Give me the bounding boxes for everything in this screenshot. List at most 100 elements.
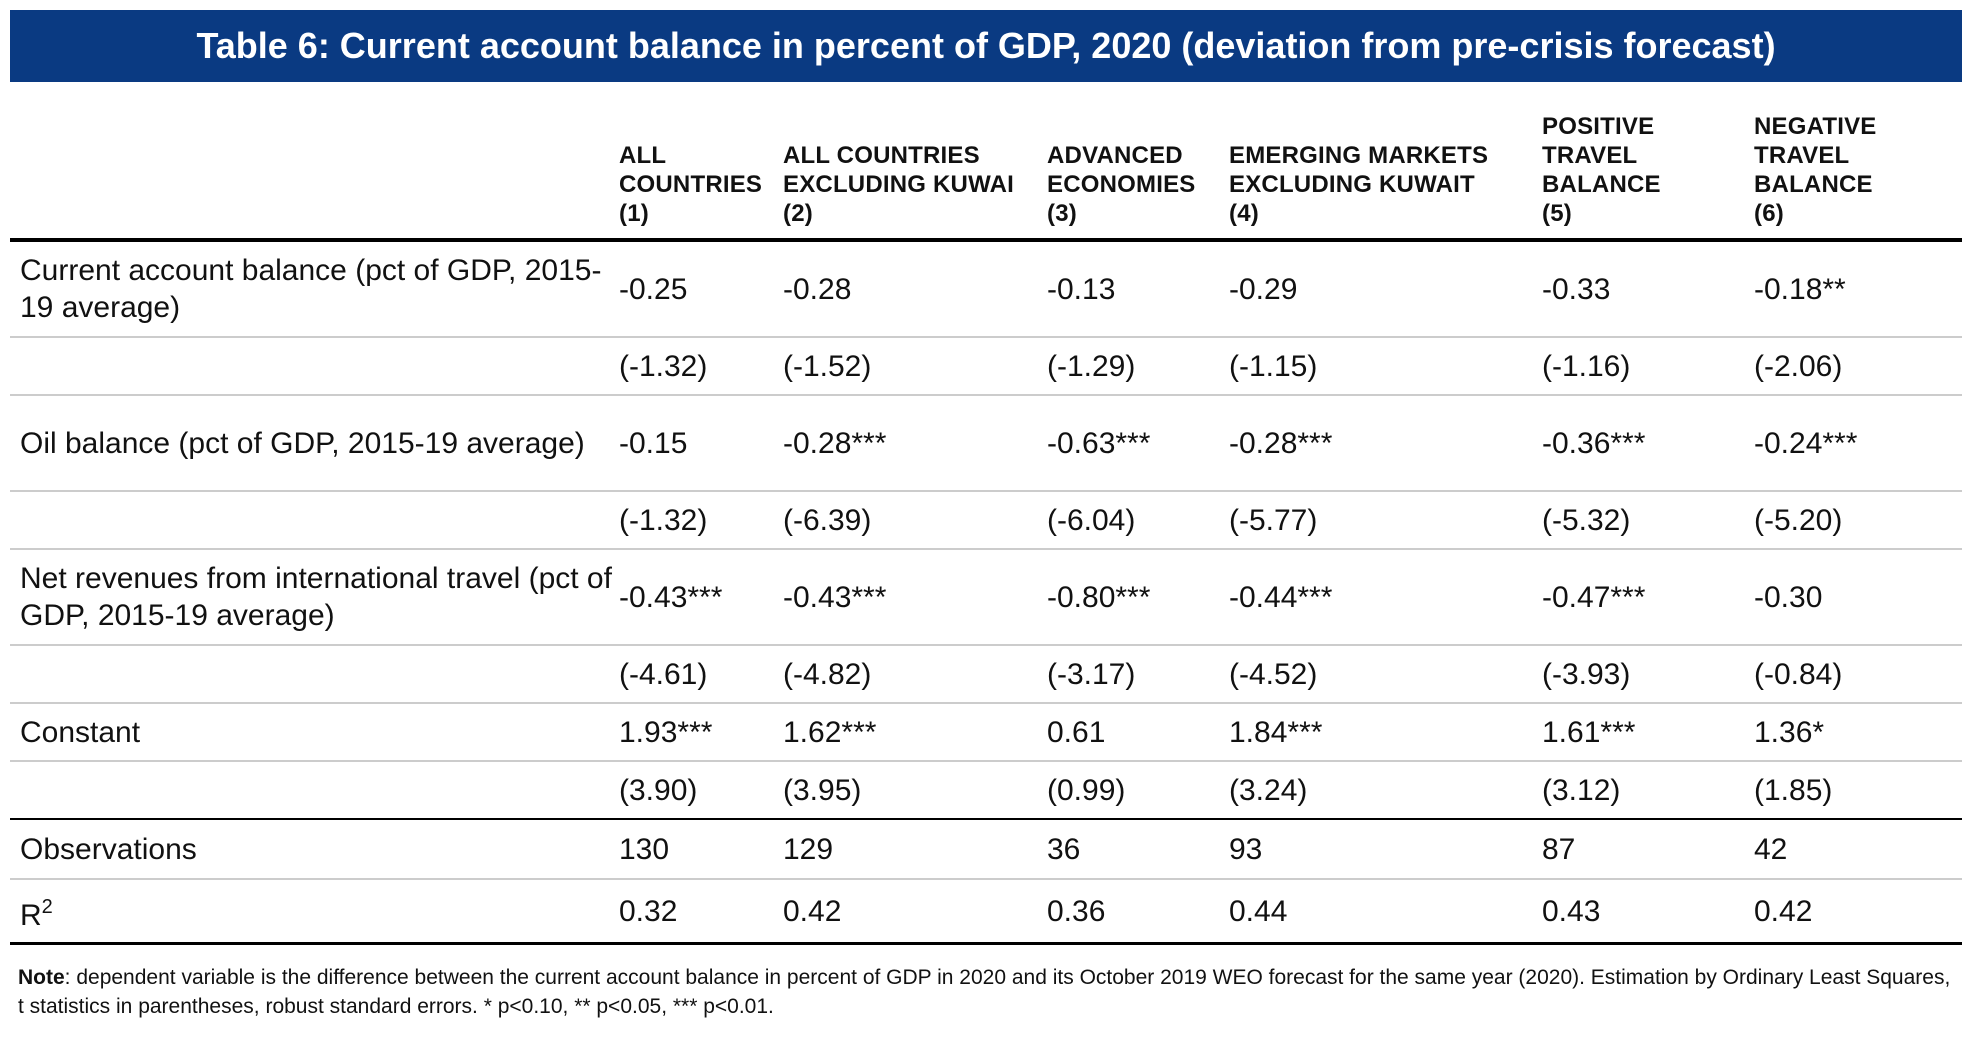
table-cell: (-3.17) xyxy=(1045,645,1227,704)
table-cell: (-0.84) xyxy=(1752,645,1962,704)
table-cell: -0.28 xyxy=(781,240,1045,338)
table-cell: -0.28*** xyxy=(1227,395,1540,492)
table-row: (-1.32) (-6.39) (-6.04) (-5.77) (-5.32) … xyxy=(10,491,1962,550)
table-cell: 129 xyxy=(781,819,1045,880)
table-cell: 42 xyxy=(1752,819,1962,880)
table-cell: 0.36 xyxy=(1045,879,1227,945)
row-label: Current account balance (pct of GDP, 201… xyxy=(10,240,617,338)
header-line: (5) xyxy=(1542,200,1572,227)
header-line: BALANCE xyxy=(1754,171,1873,198)
table-cell: -0.43*** xyxy=(617,549,781,646)
table-cell: 0.43 xyxy=(1540,879,1752,945)
header-col-4: EMERGING MARKETS EXCLUDING KUWAIT (4) xyxy=(1227,86,1540,242)
header-line: ALL xyxy=(619,142,667,169)
table-cell: 93 xyxy=(1227,819,1540,880)
table-row: (-1.32) (-1.52) (-1.29) (-1.15) (-1.16) … xyxy=(10,337,1962,396)
header-col-3: ADVANCED ECONOMIES (3) xyxy=(1045,86,1227,242)
table-cell: 1.93*** xyxy=(617,703,781,762)
header-col-6: NEGATIVE TRAVEL BALANCE (6) xyxy=(1752,86,1962,242)
table-cell: (-1.52) xyxy=(781,337,1045,396)
header-col-5: POSITIVE TRAVEL BALANCE (5) xyxy=(1540,86,1752,242)
table-cell: (3.24) xyxy=(1227,761,1540,820)
table-cell: (-1.15) xyxy=(1227,337,1540,396)
table-cell: -0.13 xyxy=(1045,240,1227,338)
table-cell: -0.25 xyxy=(617,240,781,338)
header-line: (1) xyxy=(619,200,649,227)
table-cell: 0.42 xyxy=(781,879,1045,945)
table-cell: (-6.39) xyxy=(781,491,1045,550)
table-cell: (-2.06) xyxy=(1752,337,1962,396)
table-cell: 0.61 xyxy=(1045,703,1227,762)
table-cell: -0.33 xyxy=(1540,240,1752,338)
table-cell: (1.85) xyxy=(1752,761,1962,820)
table-cell: -0.24*** xyxy=(1752,395,1962,492)
table-cell: -0.30 xyxy=(1752,549,1962,646)
table-cell: 36 xyxy=(1045,819,1227,880)
table-cell: -0.15 xyxy=(617,395,781,492)
table-cell: (-1.29) xyxy=(1045,337,1227,396)
table-cell: (-4.52) xyxy=(1227,645,1540,704)
table-cell: (0.99) xyxy=(1045,761,1227,820)
row-label xyxy=(10,761,617,820)
table-cell: (-1.16) xyxy=(1540,337,1752,396)
table-cell: (-5.77) xyxy=(1227,491,1540,550)
r-squared-superscript: 2 xyxy=(41,895,53,918)
table-title: Table 6: Current account balance in perc… xyxy=(10,10,1962,82)
table-cell: (-4.61) xyxy=(617,645,781,704)
table-row: Oil balance (pct of GDP, 2015-19 average… xyxy=(10,395,1962,492)
table-cell: 1.61*** xyxy=(1540,703,1752,762)
table-cell: (3.95) xyxy=(781,761,1045,820)
header-line: ALL COUNTRIES xyxy=(783,142,980,169)
row-label xyxy=(10,337,617,396)
table-cell: -0.28*** xyxy=(781,395,1045,492)
header-line: EMERGING MARKETS xyxy=(1229,142,1489,169)
table-cell: 87 xyxy=(1540,819,1752,880)
table-cell: (-1.32) xyxy=(617,491,781,550)
header-row: ALL COUNTRIES (1) ALL COUNTRIES EXCLUDIN… xyxy=(10,86,1962,242)
table-cell: -0.80*** xyxy=(1045,549,1227,646)
table-cell: (-5.32) xyxy=(1540,491,1752,550)
header-line: COUNTRIES xyxy=(619,171,763,198)
row-label: R2 xyxy=(10,879,617,945)
row-label: Constant xyxy=(10,703,617,762)
row-label xyxy=(10,645,617,704)
header-line: POSITIVE xyxy=(1542,113,1655,140)
table-cell: 130 xyxy=(617,819,781,880)
header-line: EXCLUDING KUWAI xyxy=(783,171,1014,198)
header-col-1: ALL COUNTRIES (1) xyxy=(617,86,781,242)
r-squared-row: R2 0.32 0.42 0.36 0.44 0.43 0.42 xyxy=(10,879,1962,945)
table-cell: (-5.20) xyxy=(1752,491,1962,550)
note-heading: Note xyxy=(18,966,65,989)
table-note: Note: dependent variable is the differen… xyxy=(18,963,1958,1021)
table-cell: -0.18** xyxy=(1752,240,1962,338)
header-line: ECONOMIES xyxy=(1047,171,1196,198)
header-line: (2) xyxy=(783,200,813,227)
table-cell: -0.47*** xyxy=(1540,549,1752,646)
header-line: (6) xyxy=(1754,200,1784,227)
table-cell: -0.29 xyxy=(1227,240,1540,338)
table-row: (3.90) (3.95) (0.99) (3.24) (3.12) (1.85… xyxy=(10,761,1962,820)
table-cell: (-6.04) xyxy=(1045,491,1227,550)
header-line: NEGATIVE xyxy=(1754,113,1877,140)
table-cell: 1.84*** xyxy=(1227,703,1540,762)
table-cell: 0.44 xyxy=(1227,879,1540,945)
regression-table: ALL COUNTRIES (1) ALL COUNTRIES EXCLUDIN… xyxy=(10,86,1962,945)
observations-row: Observations 130 129 36 93 87 42 xyxy=(10,819,1962,880)
table-cell: 0.42 xyxy=(1752,879,1962,945)
table-cell: (3.12) xyxy=(1540,761,1752,820)
table-cell: -0.44*** xyxy=(1227,549,1540,646)
table-cell: 1.62*** xyxy=(781,703,1045,762)
table-cell: 0.32 xyxy=(617,879,781,945)
table-row: Current account balance (pct of GDP, 201… xyxy=(10,240,1962,338)
table-row: (-4.61) (-4.82) (-3.17) (-4.52) (-3.93) … xyxy=(10,645,1962,704)
header-line: (4) xyxy=(1229,200,1259,227)
table-cell: (-1.32) xyxy=(617,337,781,396)
header-blank-cell xyxy=(10,86,617,242)
table-row: Constant 1.93*** 1.62*** 0.61 1.84*** 1.… xyxy=(10,703,1962,762)
header-line: BALANCE xyxy=(1542,171,1661,198)
table-cell: (3.90) xyxy=(617,761,781,820)
table-cell: (-3.93) xyxy=(1540,645,1752,704)
header-line: TRAVEL xyxy=(1754,142,1850,169)
header-line: TRAVEL xyxy=(1542,142,1638,169)
header-line: EXCLUDING KUWAIT xyxy=(1229,171,1475,198)
